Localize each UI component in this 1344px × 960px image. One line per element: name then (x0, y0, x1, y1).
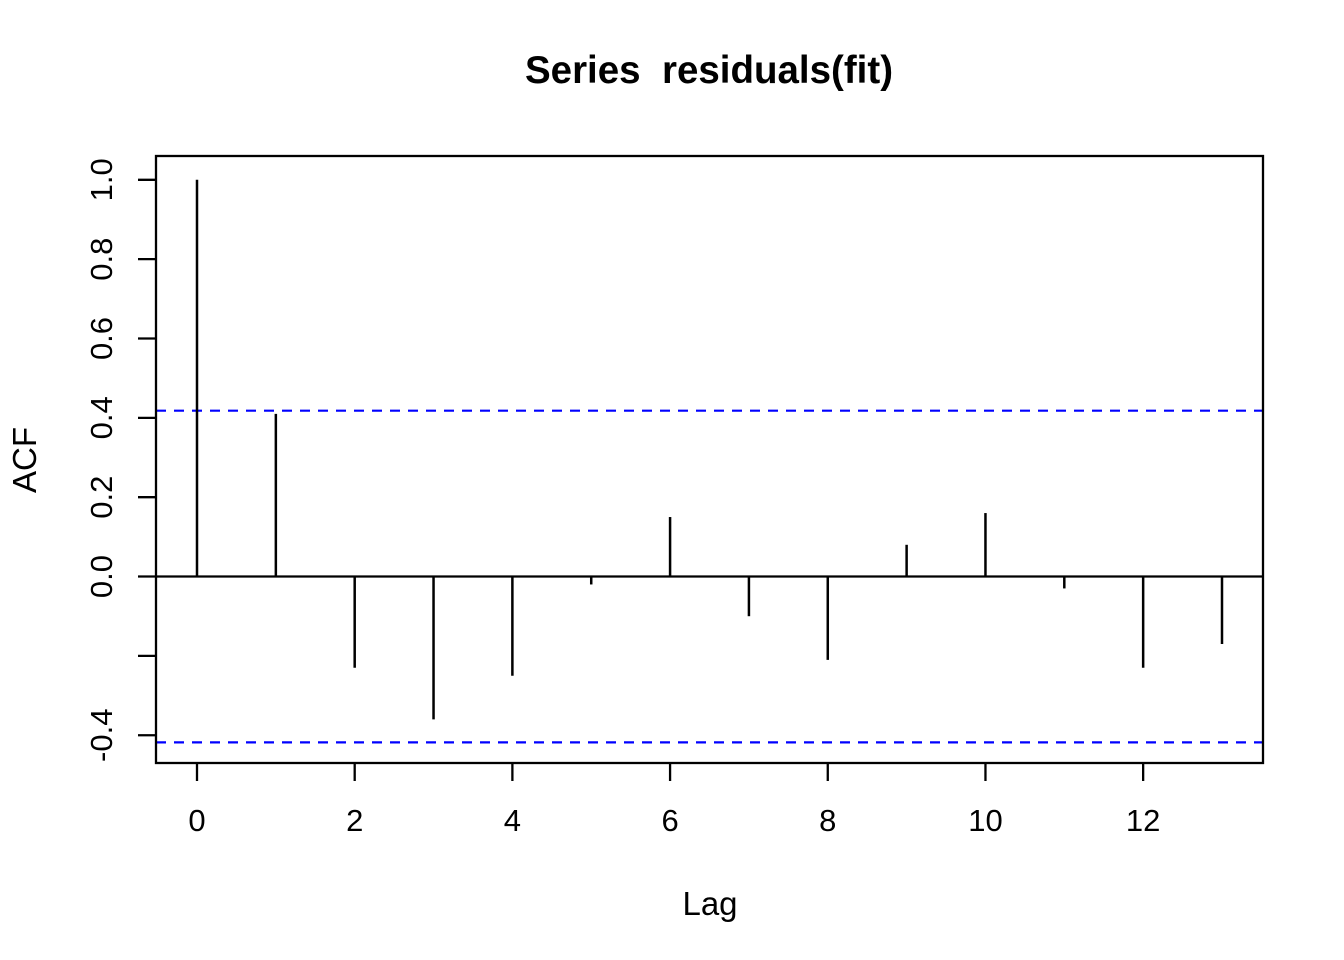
y-tick-label: 0.0 (84, 555, 119, 598)
y-tick-label: 0.2 (84, 476, 119, 519)
plot-border (154, 154, 1265, 765)
y-axis-label: ACF (6, 427, 43, 493)
x-tick-label: 8 (819, 803, 836, 838)
plot-area: 0 2 4 6 8 10 12 1.0 0.8 0.6 0.4 0.2 0.0 -0.4 (84, 154, 1265, 838)
x-tick-label: 0 (188, 803, 205, 838)
y-tick-label: 0.8 (84, 238, 119, 281)
chart-title: Series residuals(fit) (525, 49, 893, 92)
y-tick-label: -0.4 (84, 709, 119, 762)
x-tick-label: 2 (346, 803, 363, 838)
y-tick-label: 0.6 (84, 317, 119, 360)
x-axis-label: Lag (682, 885, 737, 922)
x-tick-label: 12 (1126, 803, 1160, 838)
y-tick-label: 0.4 (84, 396, 119, 439)
y-tick-label: 1.0 (84, 158, 119, 201)
x-tick-label: 4 (504, 803, 521, 838)
x-tick-label: 6 (661, 803, 678, 838)
x-tick-label: 10 (968, 803, 1002, 838)
